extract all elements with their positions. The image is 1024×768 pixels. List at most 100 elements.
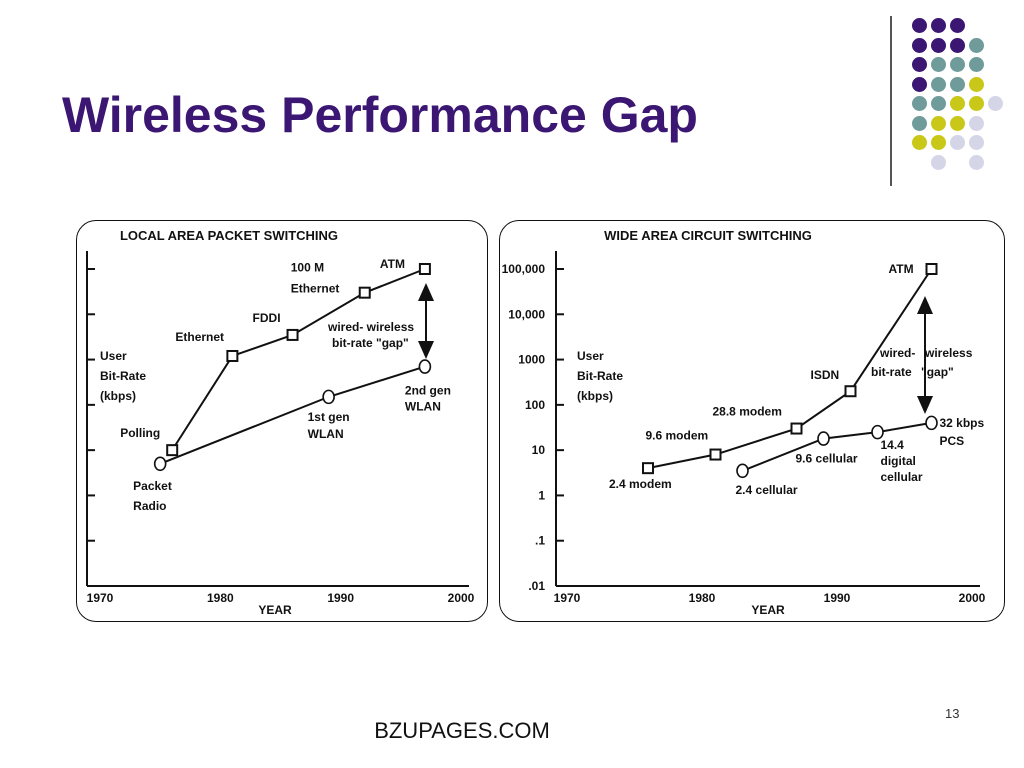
point-label: 100 M	[291, 261, 324, 275]
y-axis-label: Bit-Rate	[100, 369, 146, 383]
y-tick-label: 10,000	[508, 307, 545, 321]
page-number: 13	[945, 706, 960, 721]
left-chart: LOCAL AREA PACKET SWITCHING.01.111010010…	[86, 228, 475, 617]
decorative-dot	[950, 57, 965, 72]
circle-marker	[153, 456, 167, 472]
decorative-dot	[912, 57, 927, 72]
circle-marker	[871, 424, 884, 440]
gap-annotation: bit-rate "gap"	[332, 336, 409, 350]
point-label: 9.6 cellular	[796, 452, 858, 466]
decorative-dot	[969, 96, 984, 111]
y-axis-label: User	[577, 349, 604, 363]
decorative-dot	[950, 76, 965, 92]
y-axis-label: (kbps)	[577, 389, 613, 403]
right-chart: WIDE AREA CIRCUIT SWITCHING .01 .1 1 10 100 10…	[502, 228, 986, 617]
decorative-dot	[931, 57, 946, 72]
decorative-dot	[950, 115, 965, 131]
decorative-dot	[912, 76, 927, 92]
y-axis-label: User	[100, 349, 127, 363]
y-tick-label: 10	[532, 443, 546, 457]
footer-text: BZUPAGES.COM	[374, 718, 550, 743]
gap-annotation: wired-	[879, 346, 915, 360]
decorative-dot	[931, 76, 946, 92]
point-label: 32 kbps	[940, 416, 985, 430]
circle-marker	[322, 389, 335, 405]
x-tick-label: 1980	[207, 591, 234, 605]
circle-marker	[736, 463, 749, 479]
y-axis-label: Bit-Rate	[577, 369, 623, 383]
x-tick-label: 1970	[554, 591, 581, 605]
right-chart-panel: WIDE AREA CIRCUIT SWITCHING .01 .1 1 10 100 10…	[499, 220, 1005, 622]
point-label: 1st gen	[308, 410, 350, 424]
decorative-dot	[950, 96, 965, 111]
gap-annotation: "gap"	[921, 365, 954, 379]
decorative-dot	[950, 135, 965, 150]
point-label: ATM	[889, 262, 914, 276]
square-marker	[844, 385, 857, 398]
point-label: ATM	[380, 257, 405, 271]
square-marker	[925, 263, 938, 275]
decorative-dot	[969, 115, 984, 131]
gap-arrow-head-down	[917, 396, 933, 414]
slide-title: Wireless Performance Gap	[62, 87, 698, 143]
point-label: 9.6 modem	[646, 429, 709, 443]
decorative-dot	[912, 18, 927, 33]
x-tick-label: 1990	[824, 591, 851, 605]
circle-marker	[925, 415, 938, 431]
point-label: WLAN	[405, 400, 441, 414]
chart-title: LOCAL AREA PACKET SWITCHING	[120, 228, 338, 243]
decorative-dot	[988, 96, 1003, 111]
decorative-dot	[931, 115, 946, 131]
gap-arrow-head-up	[418, 283, 434, 301]
point-label: 2.4 modem	[609, 477, 672, 491]
divider-line	[890, 16, 892, 186]
x-tick-label: 1970	[87, 591, 114, 605]
square-marker	[418, 263, 431, 275]
gap-annotation: wired- wireless	[327, 320, 414, 334]
y-tick-label: 1	[538, 488, 545, 502]
square-marker	[358, 286, 371, 299]
decorative-dot	[912, 37, 927, 53]
left-chart-panel: LOCAL AREA PACKET SWITCHING.01.111010010…	[76, 220, 488, 622]
chart-title: WIDE AREA CIRCUIT SWITCHING	[604, 228, 812, 243]
decorative-dot	[950, 18, 965, 33]
point-label: ISDN	[811, 368, 840, 382]
gap-annotation: wireless	[924, 346, 973, 360]
x-tick-label: 1980	[689, 591, 716, 605]
decorative-dot-grid	[900, 10, 1010, 170]
y-tick-label: 100,000	[502, 262, 546, 276]
square-marker	[642, 462, 654, 475]
point-label: 2.4 cellular	[736, 483, 798, 497]
point-label: 14.4	[881, 438, 905, 452]
point-label: Ethernet	[175, 330, 224, 344]
series-line	[159, 365, 426, 465]
point-label: 2nd gen	[405, 384, 451, 398]
gap-arrow-head-up	[917, 296, 933, 314]
decorative-dot	[950, 37, 965, 53]
x-tick-label: 2000	[448, 591, 475, 605]
series-line	[742, 421, 932, 472]
square-marker	[790, 422, 803, 435]
decorative-dot	[969, 37, 984, 53]
point-label: PCS	[940, 434, 965, 448]
decorative-dot	[931, 96, 946, 111]
decorative-dot	[912, 135, 927, 150]
decorative-dot	[931, 18, 946, 33]
decorative-dot	[931, 154, 946, 170]
square-marker	[286, 328, 299, 341]
circle-marker	[418, 359, 432, 374]
x-axis-label: YEAR	[751, 603, 785, 617]
y-axis-label: (kbps)	[100, 389, 136, 403]
x-tick-label: 2000	[959, 591, 986, 605]
square-marker	[166, 444, 179, 457]
decorative-dot	[969, 135, 984, 150]
point-label: WLAN	[308, 427, 344, 441]
decorative-dot	[931, 135, 946, 150]
gap-arrow-head-down	[418, 341, 434, 359]
decorative-dot	[912, 96, 927, 111]
decorative-dot	[969, 76, 984, 92]
gap-annotation: bit-rate	[871, 365, 912, 379]
x-axis-label: YEAR	[258, 603, 292, 617]
y-tick-label: .01	[528, 579, 545, 593]
point-label: FDDI	[253, 311, 281, 325]
